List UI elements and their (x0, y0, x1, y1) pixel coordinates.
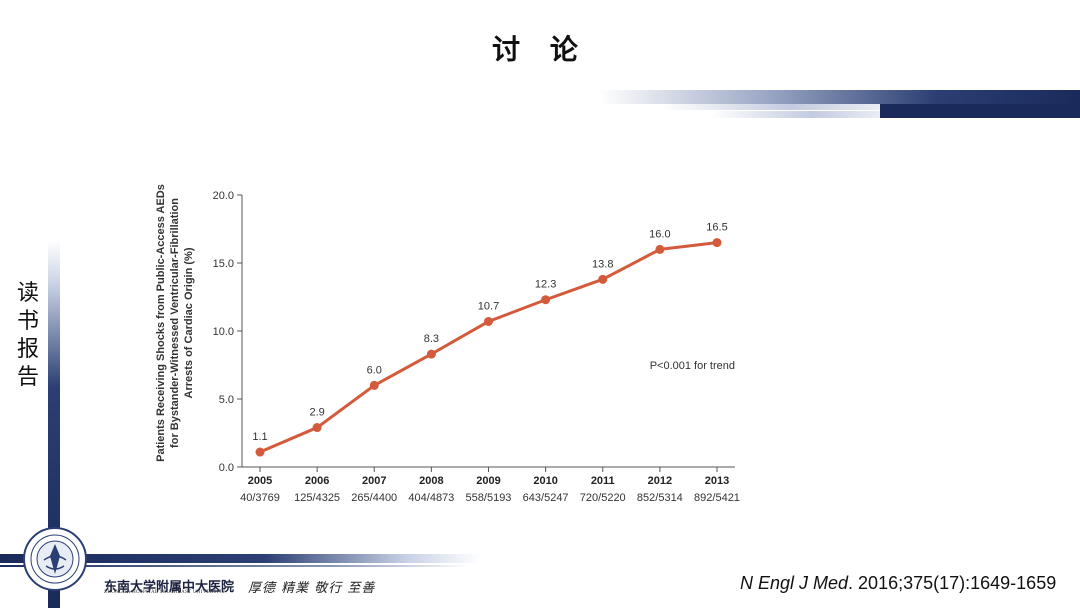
data-point (712, 238, 722, 248)
citation-details: . 2016;375(17):1649-1659 (848, 573, 1057, 593)
data-point (426, 349, 436, 359)
x-sub-label: 852/5314 (637, 492, 683, 504)
data-label: 8.3 (424, 333, 439, 345)
side-label-char: 读 (16, 281, 39, 306)
hospital-subtitle: ZHONGDA HOSPITAL SOUTHEAST UNIVERSITY (104, 590, 226, 595)
x-tick-label: 2006 (305, 475, 329, 487)
data-point (484, 316, 493, 326)
data-label: 16.5 (706, 222, 727, 234)
x-sub-label: 404/4873 (408, 492, 454, 504)
data-label: 1.1 (252, 431, 267, 443)
data-point (541, 295, 551, 305)
y-tick-label: 10.0 (213, 326, 234, 338)
x-tick-label: 2011 (591, 475, 615, 487)
x-sub-label: 40/3769 (240, 492, 280, 504)
data-label: 13.8 (592, 258, 613, 270)
trend-annotation: P<0.001 for trend (650, 360, 735, 372)
series-line (259, 241, 718, 454)
x-sub-label: 558/5193 (466, 492, 512, 504)
data-point (369, 380, 379, 390)
x-tick-label: 2012 (648, 475, 672, 487)
side-label-char: 书 (16, 309, 39, 334)
y-tick-label: 20.0 (213, 190, 234, 202)
data-label: 12.3 (535, 279, 556, 291)
y-axis-label: for Bystander-Witnessed Ventricular-Fibr… (169, 198, 181, 448)
data-point (312, 423, 322, 433)
footer-bar (0, 554, 480, 563)
x-tick-label: 2008 (419, 475, 443, 487)
data-point (598, 274, 608, 284)
slide-title: 讨 论 (492, 33, 588, 66)
x-sub-label: 720/5220 (580, 492, 626, 504)
data-label: 10.7 (478, 300, 499, 312)
x-tick-label: 2009 (476, 475, 500, 487)
x-sub-label: 265/4400 (351, 492, 397, 504)
data-label: 2.9 (309, 407, 324, 419)
x-sub-label: 125/4325 (294, 492, 340, 504)
data-label: 6.0 (367, 364, 382, 376)
side-label-char: 报 (16, 337, 39, 362)
x-tick-label: 2007 (362, 475, 386, 487)
data-label: 16.0 (649, 228, 670, 240)
data-point (655, 244, 665, 254)
line-chart: 0.0 5.0 10.0 15.0 20.0 Patients Receiving Sho… (155, 184, 740, 504)
y-axis-label: Patients Receiving Shocks from Public-Ac… (155, 184, 167, 462)
hospital-logo-icon (23, 527, 87, 591)
x-tick-label: 2013 (705, 475, 729, 487)
left-vertical-bar (48, 240, 60, 608)
y-axis-label: Arrests of Cardiac Origin (%) (183, 247, 195, 398)
data-point (255, 447, 265, 457)
x-sub-label: 892/5421 (694, 492, 740, 504)
side-label: 读 书 报 告 (14, 280, 42, 392)
y-tick-label: 15.0 (213, 258, 234, 270)
citation-journal: N Engl J Med (740, 573, 849, 593)
hospital-motto: 厚德 精業 敬行 至善 (248, 581, 376, 596)
header-decoration (600, 90, 1080, 118)
x-tick-label: 2010 (533, 475, 557, 487)
hospital-name: 东南大学附属中大医院 (104, 580, 235, 595)
side-label-char: 告 (16, 365, 39, 390)
x-tick-label: 2005 (248, 475, 272, 487)
y-tick-label: 0.0 (219, 462, 234, 474)
x-sub-label: 643/5247 (523, 492, 569, 504)
y-tick-label: 5.0 (219, 394, 234, 406)
citation: N Engl J Med. 2016;375(17):1649-1659 (740, 572, 1070, 594)
footer-thin-line (0, 565, 470, 567)
